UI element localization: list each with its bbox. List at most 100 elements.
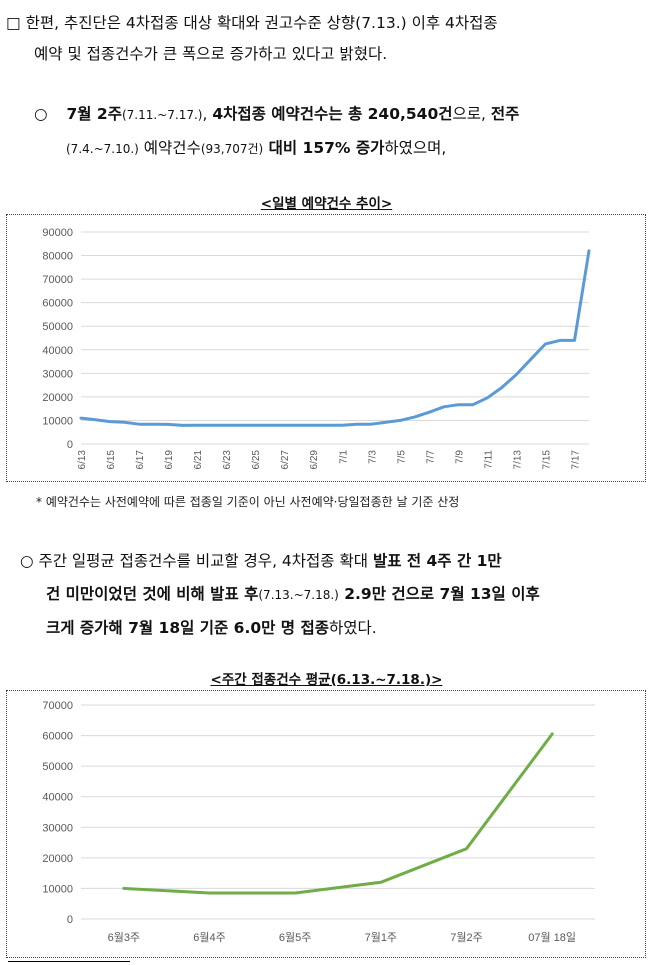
- x-category-label: 6월4주: [193, 931, 225, 944]
- y-tick-label: 90000: [42, 227, 73, 239]
- chart1-title: <일별 예약건수 추이>: [260, 196, 393, 212]
- x-tick-label: 7/1: [338, 450, 349, 464]
- data-point: [530, 358, 532, 360]
- vacc-bold-3: 2.9만 건으로 7월 13일 이후: [338, 585, 540, 603]
- data-point: [138, 423, 140, 425]
- vacc-bold-2: 건 미만이었던 것에 비해 발표 후: [46, 585, 259, 603]
- y-tick-label: 40000: [42, 345, 73, 357]
- reservation-end: 하였으며,: [384, 139, 447, 157]
- y-tick-label: 40000: [42, 792, 73, 804]
- x-tick-label: 7/3: [367, 450, 378, 464]
- data-point: [109, 421, 111, 423]
- x-tick-label: 7/13: [512, 450, 523, 470]
- y-tick-label: 60000: [42, 298, 73, 310]
- data-point: [472, 404, 474, 406]
- data-point: [269, 424, 271, 426]
- y-tick-label: 70000: [42, 700, 73, 712]
- increase-rate: 대비 157% 증가: [263, 139, 385, 157]
- data-point: [254, 424, 256, 426]
- vacc-line-3: 크게 증가해 7월 18일 기준 6.0만 명 접종하였다.: [20, 612, 650, 645]
- daily-reservation-chart: 0 10000 20000 30000 40000 50000 60000 70000 8000…: [42, 227, 591, 470]
- y-tick-label: 60000: [42, 731, 73, 743]
- y-tick-label: 50000: [42, 321, 73, 333]
- prev-week-range: (7.4.~7.10.): [66, 142, 139, 156]
- data-point: [196, 424, 198, 426]
- x-tick-label: 7/9: [454, 450, 465, 464]
- data-point: [167, 423, 169, 426]
- chart1-frame: 0 10000 20000 30000 40000 50000 60000 70000 8000…: [6, 214, 646, 482]
- series-line: [79, 249, 591, 427]
- vacc-line-2: 건 미만이었던 것에 비해 발표 후(7.13.~7.18.) 2.9만 건으로…: [20, 578, 650, 612]
- week-label: 7월 2주: [66, 105, 122, 123]
- data-point: [123, 887, 125, 890]
- data-point: [80, 417, 82, 419]
- data-point: [380, 881, 382, 883]
- y-tick-label: 20000: [42, 853, 73, 865]
- y-tick-label: 20000: [42, 392, 73, 404]
- y-tick-label: 30000: [42, 368, 73, 380]
- data-point: [551, 733, 553, 735]
- intro-line-1: 한편, 추진단은 4차접종 대상 확대와 권고수준 상향(7.13.) 이후 4…: [25, 14, 498, 32]
- data-point: [356, 423, 358, 425]
- x-tick-label: 6/17: [135, 450, 146, 470]
- data-point: [182, 424, 184, 426]
- data-point: [294, 892, 296, 894]
- separator: ,: [202, 105, 213, 123]
- data-point: [225, 424, 227, 426]
- x-tick-label: 7/11: [483, 450, 494, 469]
- prev-count: (93,707건): [200, 142, 264, 156]
- reservation-total: 4차접종 예약건수는 총 240,540건: [212, 105, 453, 123]
- data-point: [515, 373, 518, 376]
- reservation-paragraph: ○ 7월 2주(7.11.~7.17.), 4차접종 예약건수는 총 240,5…: [34, 98, 649, 166]
- vacc-bold-4: 크게 증가해 7월 18일 기준 6.0만 명 접종: [46, 619, 329, 637]
- vaccination-paragraph: ○ 주간 일평균 접종건수를 비교할 경우, 4차접종 확대 발표 전 4주 간…: [20, 545, 650, 645]
- week-range: (7.11.~7.17.): [121, 108, 203, 122]
- data-point: [544, 343, 547, 345]
- data-point: [152, 423, 155, 425]
- circle-bullet-2: ○: [20, 552, 34, 570]
- data-point: [283, 424, 285, 426]
- data-point: [457, 404, 459, 406]
- x-tick-label: 6/25: [251, 450, 262, 470]
- x-category-label: 07월 18일: [528, 930, 576, 944]
- x-category-label: 7월2주: [450, 931, 482, 944]
- y-tick-label: 10000: [42, 883, 73, 895]
- data-point: [370, 423, 372, 425]
- vacc-bold-1: 발표 전 4주 간 1만: [372, 552, 502, 570]
- chart2-frame: 0 10000 20000 30000 40000 50000 60000 70000 6월3주…: [6, 690, 646, 958]
- data-point: [240, 424, 242, 426]
- x-category-label: 6월5주: [279, 931, 311, 944]
- data-point: [399, 419, 401, 422]
- data-point: [94, 419, 97, 421]
- x-tick-label: 6/27: [280, 450, 291, 470]
- data-point: [486, 397, 488, 399]
- x-category-label: 7월1주: [365, 931, 397, 944]
- series-line: [122, 732, 554, 895]
- data-point: [428, 411, 430, 413]
- y-tick-label: 70000: [42, 274, 73, 286]
- x-tick-label: 6/15: [106, 450, 117, 470]
- data-point: [312, 424, 314, 426]
- data-point: [559, 339, 561, 341]
- data-point: [298, 424, 300, 426]
- connector: 으로,: [452, 105, 491, 123]
- x-tick-label: 7/15: [541, 450, 552, 470]
- x-tick-label: 7/5: [396, 450, 407, 464]
- x-category-label: 6월3주: [108, 931, 140, 944]
- data-point: [465, 848, 468, 850]
- data-point: [211, 424, 213, 426]
- vacc-range: (7.13.~7.18.): [258, 588, 339, 602]
- footnote: * 예약건수는 사전예약에 따른 접종일 기준이 아닌 사전예약·당일접종한 날…: [36, 495, 460, 509]
- x-tick-label: 6/21: [193, 450, 204, 470]
- y-tick-label: 80000: [42, 251, 73, 263]
- y-tick-label: 50000: [42, 761, 73, 773]
- intro-line-2: 예약 및 접종건수가 큰 폭으로 증가하고 있다고 밝혔다.: [34, 45, 388, 63]
- checkbox-bullet: □: [6, 14, 21, 32]
- data-point: [385, 421, 387, 423]
- chart2-title: <주간 접종건수 평균(6.13.~7.18.)>: [210, 672, 443, 688]
- data-point: [341, 424, 343, 426]
- circle-bullet: ○: [34, 105, 48, 123]
- data-point: [588, 250, 590, 252]
- data-point: [414, 416, 416, 418]
- x-tick-label: 7/7: [425, 450, 436, 464]
